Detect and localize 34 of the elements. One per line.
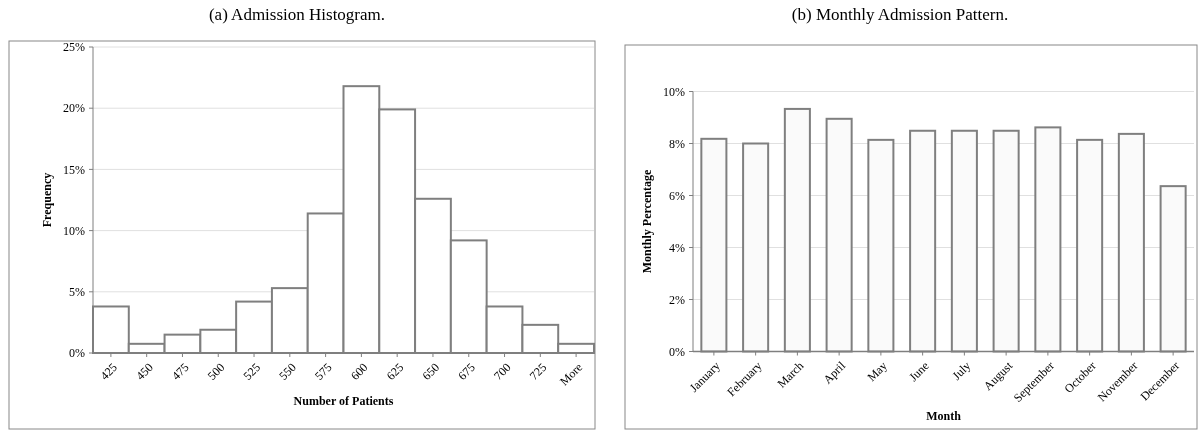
x-tick-label: 625 bbox=[383, 360, 407, 383]
chart-title: (a) Admission Histogram. bbox=[208, 5, 386, 24]
x-tick-label: 450 bbox=[133, 360, 156, 383]
x-tick-label: 700 bbox=[491, 360, 514, 383]
x-tick-label: 600 bbox=[347, 360, 371, 383]
x-axis-title: Number of Patients bbox=[293, 394, 394, 408]
y-tick-label: 15% bbox=[63, 162, 85, 177]
y-tick-label: 4% bbox=[669, 240, 685, 255]
x-tick-label: June bbox=[906, 358, 932, 385]
y-tick-label: 2% bbox=[669, 292, 685, 307]
x-axis-title: Month bbox=[926, 409, 962, 423]
y-tick-label: 5% bbox=[69, 285, 85, 299]
x-tick-label: 425 bbox=[97, 360, 120, 383]
y-tick-label: 20% bbox=[63, 101, 85, 116]
x-tick-label: 650 bbox=[419, 360, 443, 383]
x-tick-label: 675 bbox=[455, 360, 478, 383]
x-tick-label: May bbox=[864, 358, 890, 385]
y-tick-label: 25% bbox=[63, 40, 85, 55]
y-tick-label: 0% bbox=[669, 344, 685, 359]
x-tick-label: 550 bbox=[276, 360, 299, 383]
y-tick-label: 8% bbox=[669, 136, 685, 151]
x-tick-label: 725 bbox=[526, 360, 550, 383]
x-tick-label: 525 bbox=[240, 360, 264, 383]
x-tick-label: 500 bbox=[204, 360, 228, 383]
y-tick-label: 0% bbox=[69, 346, 85, 361]
chart-title: (b) Monthly Admission Pattern. bbox=[791, 5, 1009, 24]
y-axis-title: Monthly Percentage bbox=[640, 169, 654, 274]
x-tick-label: 475 bbox=[168, 360, 192, 383]
y-tick-label: 6% bbox=[669, 188, 685, 203]
x-tick-label: 575 bbox=[312, 360, 335, 383]
y-tick-label: 10% bbox=[663, 84, 685, 99]
y-tick-label: 10% bbox=[63, 223, 85, 238]
y-axis-title: Frequency bbox=[40, 172, 54, 228]
x-tick-label: July bbox=[949, 358, 974, 383]
